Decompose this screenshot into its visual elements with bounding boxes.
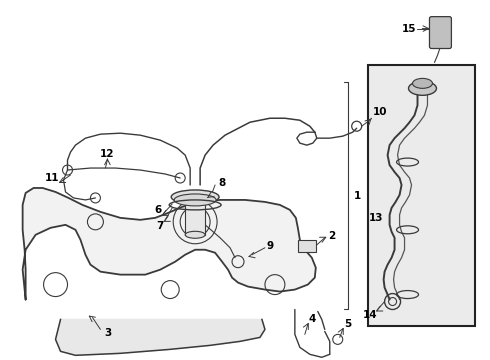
Text: 15: 15 xyxy=(402,24,417,33)
Ellipse shape xyxy=(174,194,216,206)
Ellipse shape xyxy=(171,190,219,204)
Text: 4: 4 xyxy=(308,314,316,324)
Text: 3: 3 xyxy=(105,328,112,338)
Polygon shape xyxy=(23,188,316,300)
Text: 5: 5 xyxy=(344,319,351,329)
Polygon shape xyxy=(55,319,265,355)
Text: 11: 11 xyxy=(45,173,60,183)
FancyBboxPatch shape xyxy=(368,66,475,327)
Text: 13: 13 xyxy=(368,213,383,223)
Text: 2: 2 xyxy=(328,231,335,241)
Text: 7: 7 xyxy=(156,221,164,231)
Text: 8: 8 xyxy=(219,178,226,188)
Text: 1: 1 xyxy=(354,191,361,201)
Ellipse shape xyxy=(185,231,205,238)
Bar xyxy=(185,200,205,235)
Text: 6: 6 xyxy=(155,205,162,215)
Ellipse shape xyxy=(413,78,433,88)
Ellipse shape xyxy=(409,81,437,95)
FancyBboxPatch shape xyxy=(429,17,451,49)
Text: 9: 9 xyxy=(267,241,273,251)
Text: 12: 12 xyxy=(100,149,115,159)
Bar xyxy=(298,240,316,252)
Text: 14: 14 xyxy=(362,310,377,320)
Text: 10: 10 xyxy=(372,107,387,117)
